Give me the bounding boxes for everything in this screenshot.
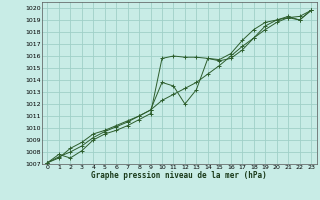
X-axis label: Graphe pression niveau de la mer (hPa): Graphe pression niveau de la mer (hPa) [91, 171, 267, 180]
